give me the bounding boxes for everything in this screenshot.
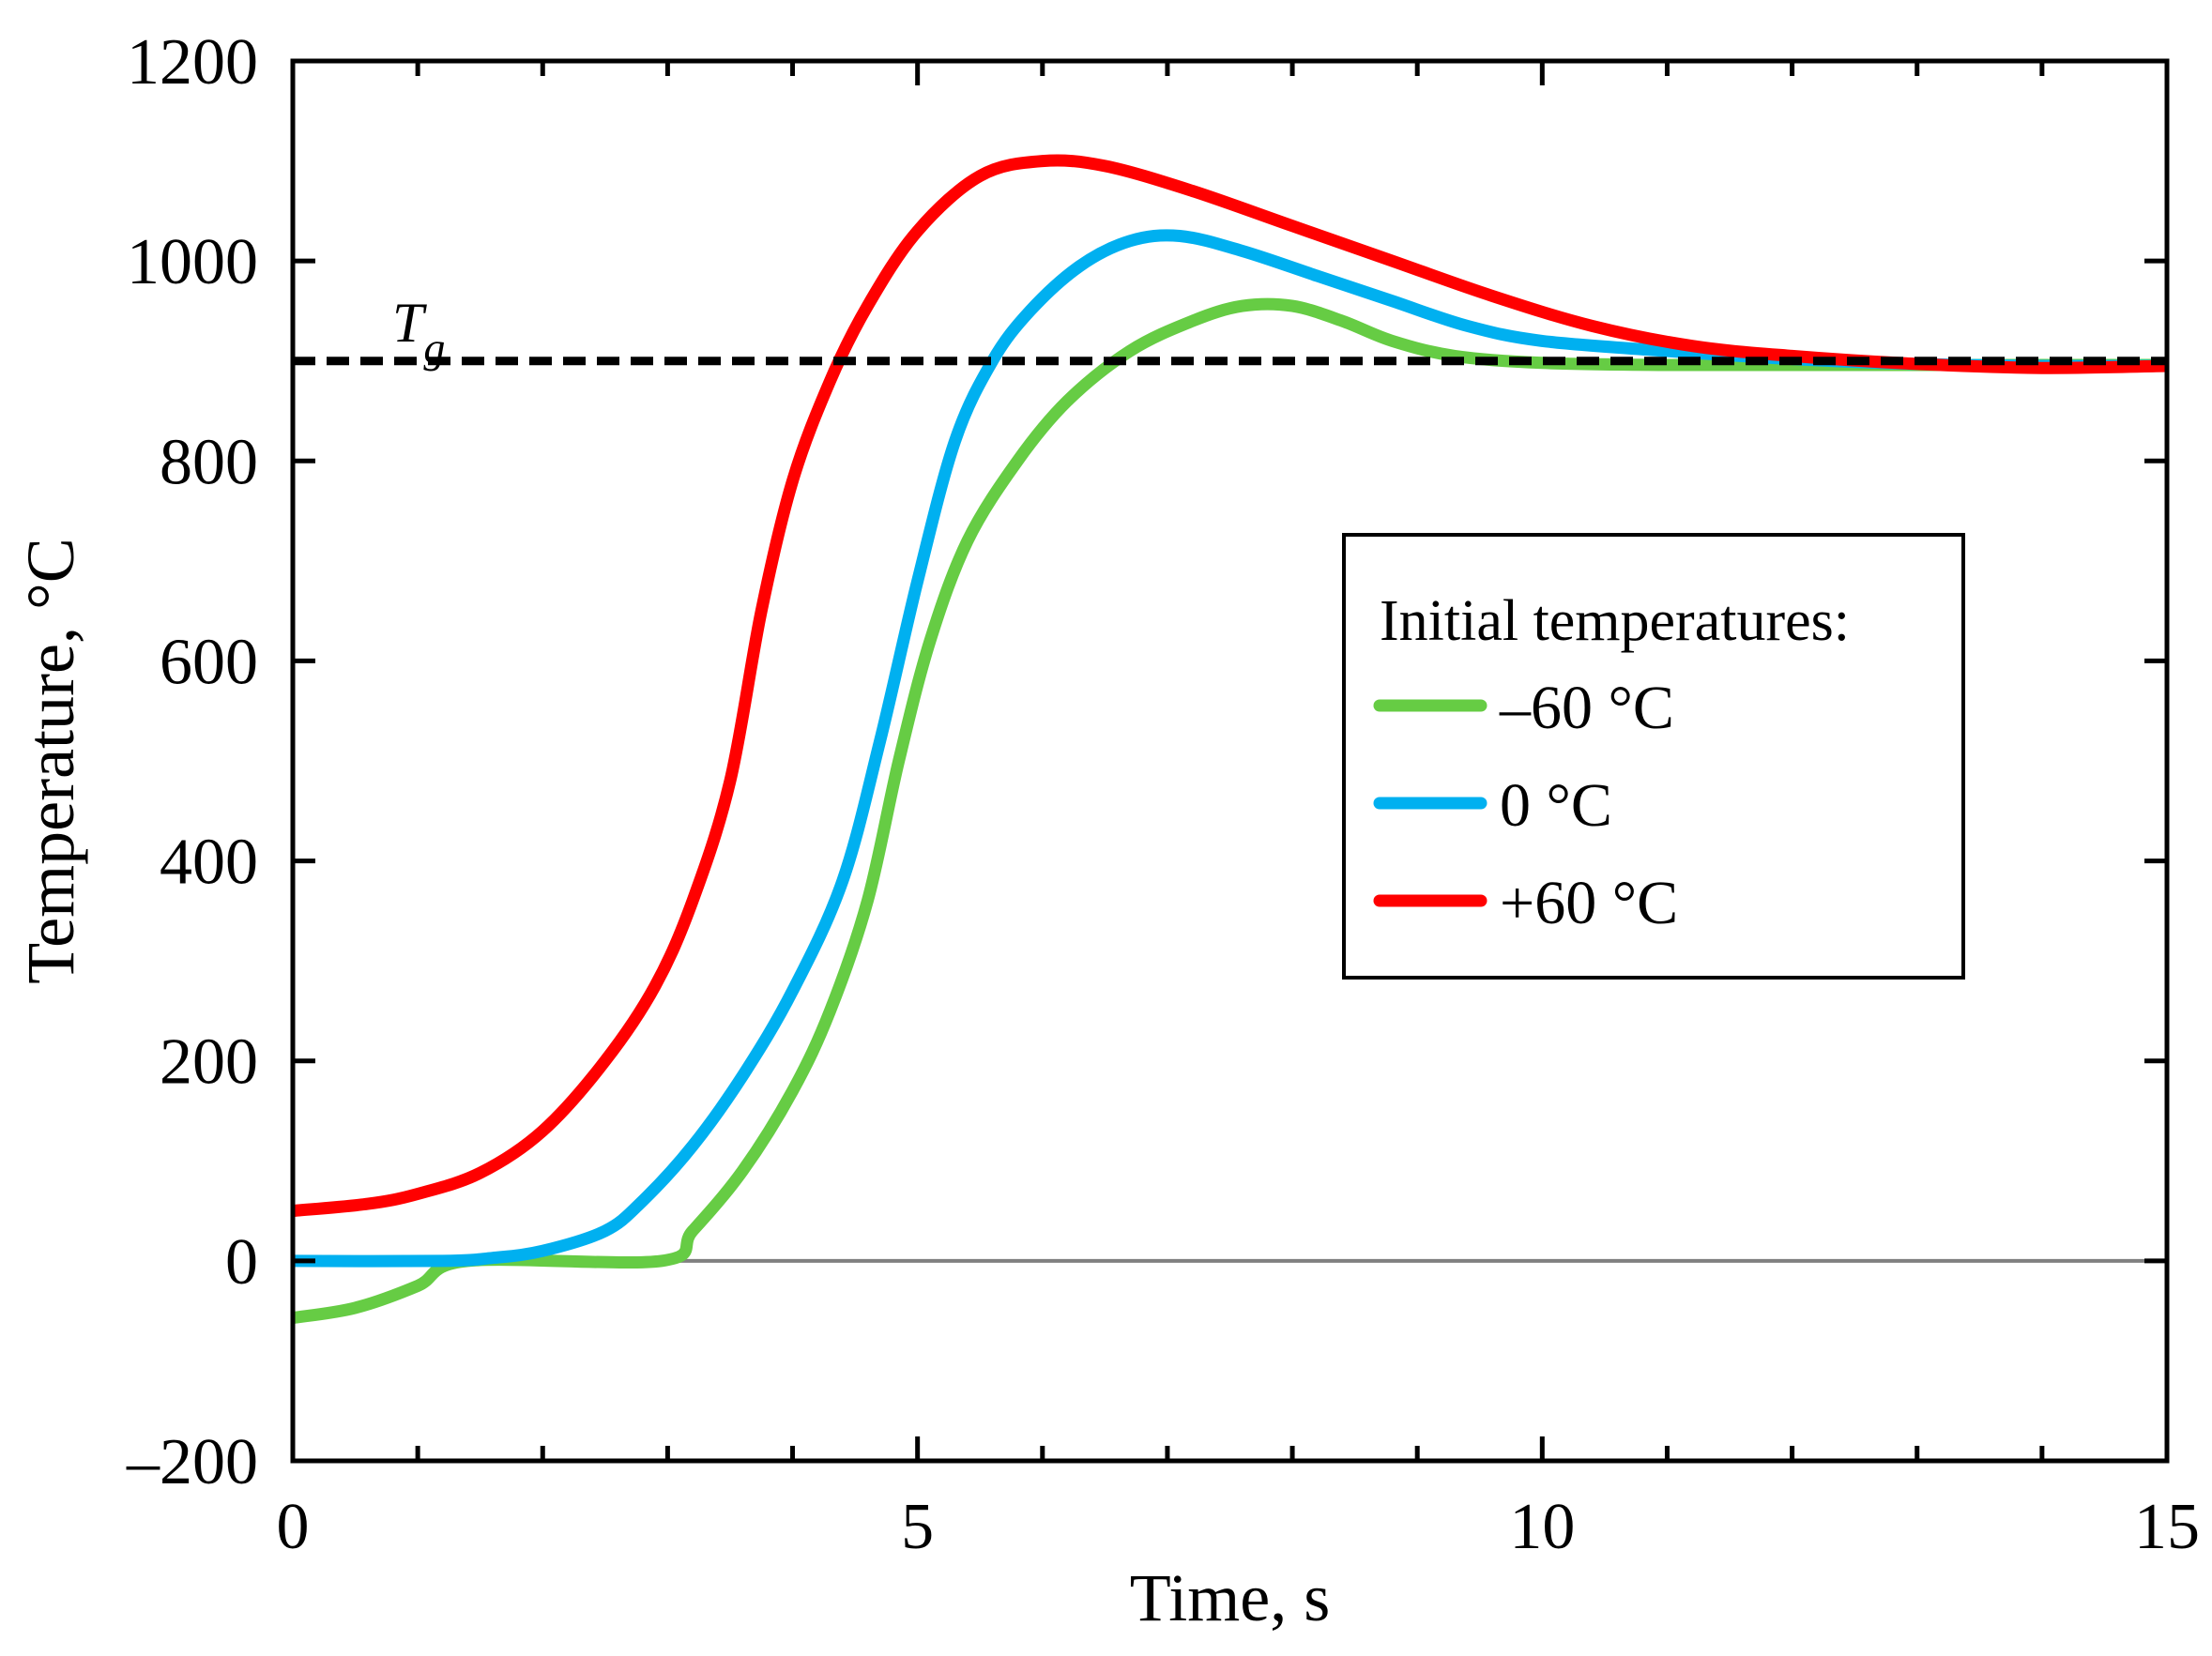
legend-item-plus60: +60 °C: [1373, 869, 1678, 937]
x-tick-label: 5: [901, 1491, 934, 1563]
x-axis-title: Time, s: [1130, 1560, 1330, 1635]
x-tick-label: 10: [1509, 1491, 1575, 1563]
y-axis-title: Temperature, °C: [13, 538, 88, 984]
y-tick-label: 1200: [127, 26, 258, 99]
y-tick-label: 1000: [127, 226, 258, 298]
y-tick-label: 800: [160, 426, 258, 498]
legend-label: +60 °C: [1500, 869, 1678, 937]
legend-item-0: 0 °C: [1373, 771, 1612, 840]
tg-label: Tg: [392, 292, 445, 372]
y-tick-label: 600: [160, 626, 258, 698]
legend-label: 0 °C: [1500, 771, 1612, 840]
series-minus60-line: [291, 297, 2167, 1325]
x-tick-label: 0: [277, 1491, 310, 1563]
series-plus60-line: [292, 154, 2168, 1218]
y-tick-label: 0: [225, 1226, 258, 1299]
y-tick-label: 200: [160, 1026, 258, 1099]
legend-label: –60 °C: [1499, 674, 1674, 742]
y-tick-label: 400: [160, 827, 258, 899]
series-0-line: [292, 229, 2168, 1268]
legend-title: Initial temperatures:: [1380, 589, 1850, 653]
y-tick-label: –200: [126, 1426, 258, 1498]
legend-item-minus60: –60 °C: [1373, 674, 1674, 742]
plot-frame: [290, 58, 2170, 1464]
x-tick-label: 15: [2134, 1491, 2200, 1563]
